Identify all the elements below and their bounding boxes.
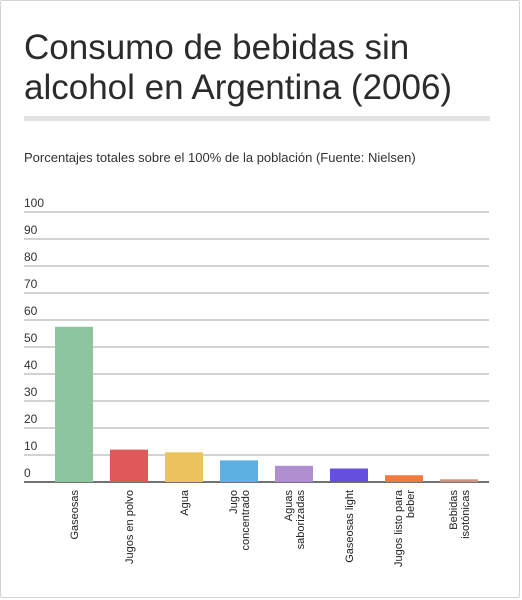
x-category-label-line: Bebidas (448, 490, 460, 530)
y-tick-label: 90 (24, 223, 38, 237)
bar (55, 326, 93, 482)
y-tick-label: 40 (24, 358, 38, 372)
y-tick-label: 50 (24, 331, 38, 345)
y-tick-label: 80 (24, 250, 38, 264)
x-category-label-line: concentrado (240, 490, 252, 551)
x-category-label-line: Gaseosas (69, 490, 81, 540)
x-category-label: Gaseosas (69, 490, 81, 540)
x-category-label-line: Aguas (283, 490, 295, 522)
y-tick-label: 100 (24, 196, 44, 210)
y-tick-label: 10 (24, 439, 38, 453)
bar (220, 460, 258, 482)
x-category-label-line: beber (405, 490, 417, 518)
bar (165, 452, 203, 482)
y-tick-label: 0 (24, 466, 31, 480)
x-category-label: Bebidasisotónicas (448, 490, 472, 539)
x-category-label: Agua (179, 489, 191, 516)
bar (110, 449, 148, 482)
x-category-label: Gaseosas light (344, 490, 356, 563)
bar (330, 468, 368, 482)
x-category-label-line: Gaseosas light (344, 490, 356, 563)
y-tick-label: 60 (24, 304, 38, 318)
x-category-label-line: isotónicas (460, 490, 472, 539)
y-tick-label: 30 (24, 385, 38, 399)
bar (275, 465, 313, 482)
x-category-label: Jugoconcentrado (228, 490, 252, 551)
bar (440, 479, 478, 482)
y-tick-label: 70 (24, 277, 38, 291)
x-category-label: Aguassaborizadas (283, 490, 307, 550)
x-category-label-line: Jugos en polvo (124, 490, 136, 564)
title-divider (24, 116, 490, 121)
x-category-label-line: Jugo (228, 490, 240, 514)
x-category-label: Jugos en polvo (124, 490, 136, 564)
x-category-label-line: Jugos listo para (393, 489, 405, 567)
x-category-label-line: saborizadas (295, 490, 307, 550)
y-tick-label: 20 (24, 412, 38, 426)
bar (385, 475, 423, 482)
chart-title: Consumo de bebidas sin alcohol en Argent… (24, 28, 453, 107)
chart-subtitle: Porcentajes totales sobre el 100% de la … (24, 150, 416, 165)
x-category-label: Jugos listo parabeber (393, 489, 417, 567)
x-category-label-line: Agua (179, 489, 191, 516)
